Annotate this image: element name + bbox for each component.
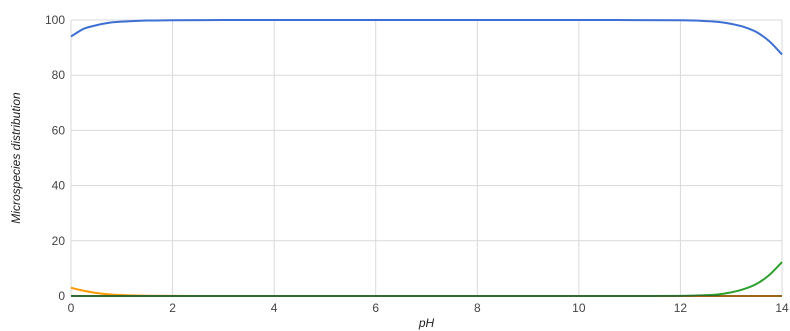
x-tick-label: 8 <box>474 301 481 315</box>
x-tick-label: 4 <box>271 301 278 315</box>
tick-labels: 0 20 40 60 80 100 0 2 4 6 8 10 12 14 <box>45 13 789 315</box>
series-line-3 <box>71 261 783 298</box>
x-tick-label: 12 <box>674 301 688 315</box>
x-tick-label: 14 <box>775 301 789 315</box>
series-line-1 <box>70 18 783 56</box>
y-tick-label: 0 <box>58 289 65 303</box>
y-tick-label: 20 <box>52 234 66 248</box>
grid <box>70 19 783 296</box>
x-tick-label: 0 <box>68 301 75 315</box>
x-axis-title: pH <box>418 316 435 330</box>
y-tick-label: 80 <box>52 68 66 82</box>
y-tick-label: 60 <box>52 123 66 137</box>
y-tick-label: 40 <box>52 179 66 193</box>
y-tick-label: 100 <box>45 13 65 27</box>
series-line-2 <box>70 286 782 298</box>
x-tick-label: 6 <box>372 301 379 315</box>
series-group <box>70 18 783 298</box>
y-axis-title: Microspecies distribution <box>9 92 23 224</box>
x-tick-label: 2 <box>169 301 176 315</box>
x-tick-label: 10 <box>572 301 586 315</box>
